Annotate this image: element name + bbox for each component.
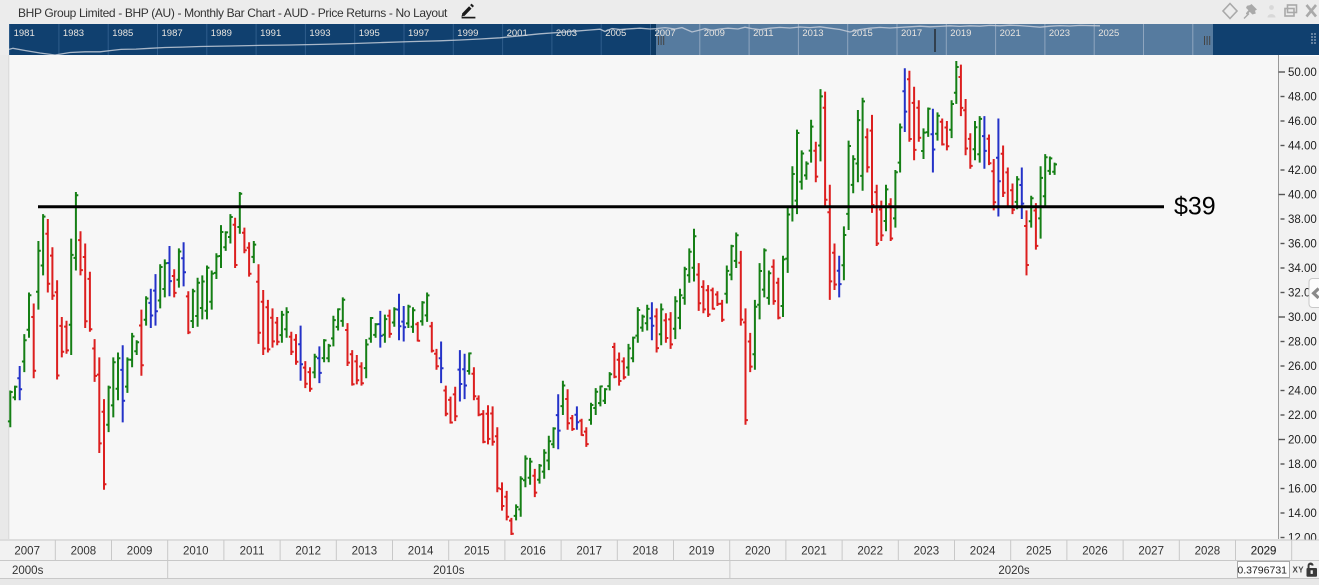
- svg-text:2023: 2023: [1049, 28, 1070, 39]
- svg-text:46.00: 46.00: [1288, 116, 1317, 128]
- svg-text:1983: 1983: [63, 28, 84, 39]
- svg-text:1995: 1995: [359, 28, 380, 39]
- svg-text:0.3796731: 0.3796731: [1237, 565, 1287, 577]
- svg-text:30.00: 30.00: [1288, 312, 1317, 324]
- svg-text:2022: 2022: [857, 546, 883, 558]
- svg-text:2028: 2028: [1195, 546, 1221, 558]
- svg-text:1993: 1993: [309, 28, 330, 39]
- svg-text:2021: 2021: [801, 546, 827, 558]
- svg-text:2025: 2025: [1098, 28, 1119, 39]
- svg-text:2008: 2008: [71, 546, 97, 558]
- svg-text:26.00: 26.00: [1288, 361, 1317, 373]
- svg-text:2012: 2012: [295, 546, 321, 558]
- svg-text:2007: 2007: [14, 546, 40, 558]
- svg-text:2023: 2023: [914, 546, 940, 558]
- svg-text:1985: 1985: [112, 28, 133, 39]
- svg-text:2010s: 2010s: [433, 565, 465, 577]
- svg-text:2027: 2027: [1138, 546, 1164, 558]
- svg-text:44.00: 44.00: [1288, 141, 1317, 153]
- svg-text:2019: 2019: [950, 28, 971, 39]
- svg-text:24.00: 24.00: [1288, 386, 1317, 398]
- svg-text:2009: 2009: [127, 546, 153, 558]
- svg-text:2013: 2013: [352, 546, 378, 558]
- svg-text:2014: 2014: [408, 546, 434, 558]
- svg-text:2020s: 2020s: [998, 565, 1030, 577]
- svg-text:2001: 2001: [507, 28, 528, 39]
- svg-text:22.00: 22.00: [1288, 410, 1317, 422]
- svg-text:2029: 2029: [1251, 546, 1277, 558]
- svg-text:2026: 2026: [1082, 546, 1108, 558]
- svg-text:1997: 1997: [408, 28, 429, 39]
- svg-text:XY: XY: [1293, 566, 1305, 575]
- svg-text:2018: 2018: [633, 546, 659, 558]
- svg-text:2015: 2015: [464, 546, 490, 558]
- svg-text:2016: 2016: [520, 546, 546, 558]
- svg-text:2003: 2003: [556, 28, 577, 39]
- svg-text:$39: $39: [1174, 193, 1216, 221]
- svg-text:28.00: 28.00: [1288, 337, 1317, 349]
- svg-text:2019: 2019: [689, 546, 715, 558]
- svg-text:40.00: 40.00: [1288, 190, 1317, 202]
- svg-text:42.00: 42.00: [1288, 165, 1317, 177]
- svg-text:1991: 1991: [260, 28, 281, 39]
- svg-text:2005: 2005: [605, 28, 626, 39]
- svg-text:2017: 2017: [901, 28, 922, 39]
- svg-text:48.00: 48.00: [1288, 92, 1317, 104]
- svg-text:1989: 1989: [211, 28, 232, 39]
- svg-text:2011: 2011: [753, 28, 773, 39]
- svg-text:34.00: 34.00: [1288, 263, 1317, 275]
- svg-text:2010: 2010: [183, 546, 209, 558]
- svg-text:50.00: 50.00: [1288, 67, 1317, 79]
- svg-text:2020: 2020: [745, 546, 771, 558]
- svg-text:1987: 1987: [162, 28, 183, 39]
- svg-text:2013: 2013: [802, 28, 823, 39]
- svg-text:2007: 2007: [655, 28, 676, 39]
- svg-text:2024: 2024: [970, 546, 996, 558]
- svg-text:16.00: 16.00: [1288, 484, 1317, 496]
- svg-text:1981: 1981: [14, 28, 35, 39]
- svg-text:14.00: 14.00: [1288, 508, 1317, 520]
- svg-text:2000s: 2000s: [12, 565, 44, 577]
- svg-text:38.00: 38.00: [1288, 214, 1317, 226]
- svg-text:18.00: 18.00: [1288, 459, 1317, 471]
- svg-text:2017: 2017: [576, 546, 602, 558]
- svg-text:2015: 2015: [852, 28, 873, 39]
- svg-text:1999: 1999: [457, 28, 478, 39]
- svg-text:2009: 2009: [704, 28, 725, 39]
- svg-text:2011: 2011: [240, 546, 265, 558]
- svg-text:2021: 2021: [1000, 28, 1021, 39]
- svg-text:20.00: 20.00: [1288, 435, 1317, 447]
- svg-text:36.00: 36.00: [1288, 239, 1317, 251]
- svg-text:2029: 2029: [1251, 546, 1277, 558]
- svg-text:2025: 2025: [1026, 546, 1052, 558]
